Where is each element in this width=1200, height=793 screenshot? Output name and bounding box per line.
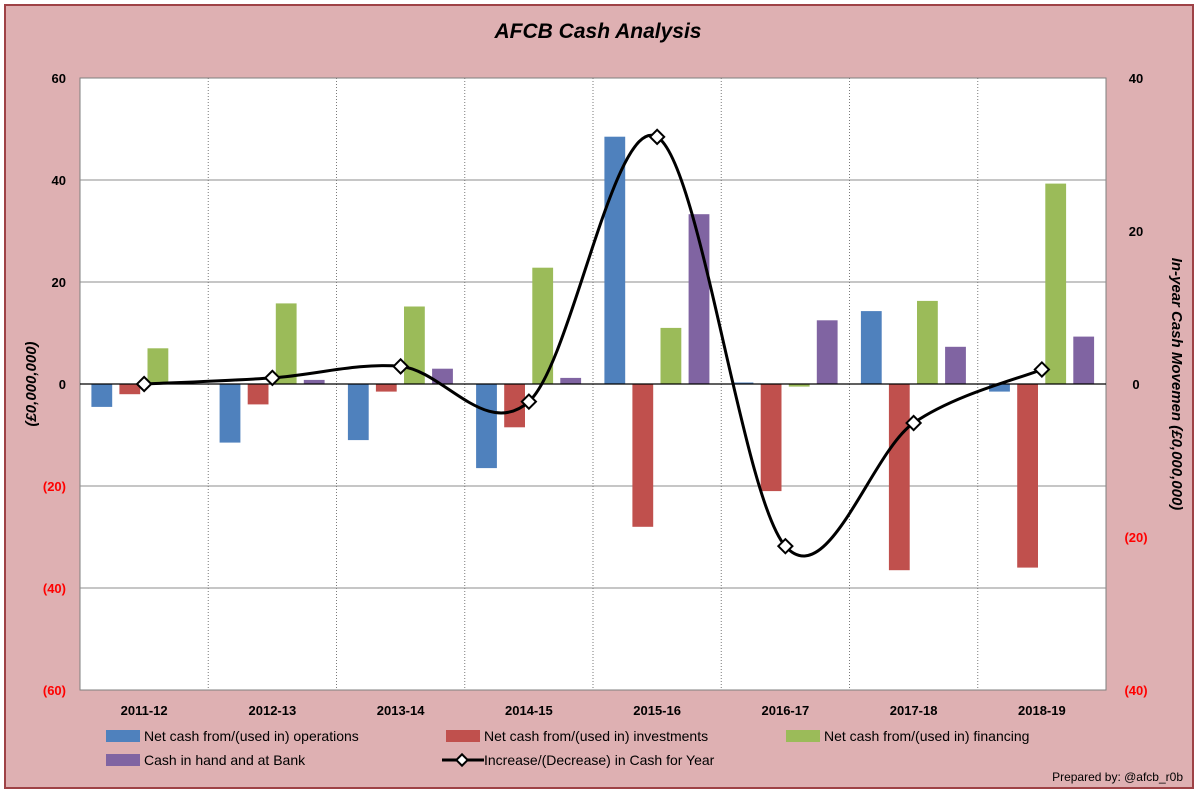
y2-tick-label: 0: [1132, 377, 1139, 392]
bars: [91, 136, 1095, 571]
bar-3-2016-17: [788, 384, 810, 387]
bar-1-2016-17: [732, 382, 754, 384]
bar-3-2014-15: [532, 267, 554, 384]
line-point-2011-12: [135, 375, 153, 393]
bar-4-2018-19: [1073, 336, 1095, 384]
category-label: 2018-19: [1018, 703, 1066, 718]
line-series: [135, 128, 1051, 558]
y2-axis-title: In-year Cash Movemen (£0,000,000): [1168, 258, 1185, 511]
legend-label: Net cash from/(used in) operations: [144, 728, 359, 744]
y2-tick-label: (40): [1124, 683, 1147, 698]
bar-4-2017-18: [945, 346, 966, 384]
y-tick-label: 60: [52, 71, 66, 86]
line-path: [144, 133, 1043, 558]
category-label: 2017-18: [890, 703, 938, 718]
y-tick-label: (40): [43, 581, 66, 596]
line-point-2013-14: [392, 357, 410, 375]
bar-1-2018-19: [989, 384, 1010, 392]
bar-3-2018-19: [1045, 183, 1067, 384]
bar-4-2014-15: [560, 377, 582, 384]
bar-3-2013-14: [404, 306, 425, 384]
legend-swatch: [106, 730, 140, 742]
bar-4-2016-17: [816, 320, 838, 385]
legend-label: Net cash from/(used in) investments: [484, 728, 708, 744]
bar-3-2011-12: [147, 348, 169, 384]
bar-2-2016-17: [760, 384, 782, 492]
line-point-2015-16: [648, 128, 666, 146]
y2-axis-ticks: 40 20 0 (20) (40): [1124, 71, 1147, 698]
bar-2-2013-14: [375, 384, 397, 392]
bar-1-2011-12: [91, 384, 113, 407]
line-point-2014-15: [520, 393, 538, 411]
legend-swatch: [446, 730, 480, 742]
line-point-2016-17: [776, 537, 794, 555]
bar-4-2012-13: [303, 379, 325, 384]
chart-title: AFCB Cash Analysis: [494, 20, 702, 43]
y-axis-ticks: 60 40 20 0 (20) (40) (60): [43, 71, 66, 698]
y-tick-label: 0: [59, 377, 66, 392]
legend-label: Net cash from/(used in) financing: [824, 728, 1029, 744]
bar-3-2017-18: [917, 300, 938, 384]
category-label: 2011-12: [121, 703, 168, 718]
bar-2-2012-13: [247, 384, 269, 405]
y-tick-label: (20): [43, 479, 66, 494]
category-label: 2014-15: [505, 703, 553, 718]
legend: Net cash from/(used in) operations Net ca…: [106, 728, 1029, 768]
category-label: 2013-14: [377, 703, 425, 718]
bar-2-2017-18: [888, 384, 910, 571]
y-tick-label: 20: [52, 275, 66, 290]
bar-1-2012-13: [219, 384, 241, 443]
credit-text: Prepared by: @afcb_r0b: [1052, 770, 1183, 784]
legend-swatch: [786, 730, 820, 742]
bar-3-2015-16: [660, 327, 682, 384]
bar-2-2015-16: [632, 384, 654, 527]
category-label: 2016-17: [762, 703, 810, 718]
legend-swatch: [106, 754, 140, 766]
y-tick-label: 40: [52, 173, 66, 188]
bar-1-2014-15: [476, 384, 497, 469]
bar-1-2015-16: [604, 136, 626, 384]
line-point-2017-18: [905, 414, 923, 432]
bar-2-2011-12: [119, 384, 141, 395]
y2-tick-label: 40: [1129, 71, 1143, 86]
y2-tick-label: 20: [1129, 224, 1143, 239]
bar-1-2013-14: [347, 384, 369, 441]
bar-2-2014-15: [504, 384, 525, 428]
line-point-2018-19: [1033, 360, 1051, 378]
bar-1-2017-18: [860, 311, 882, 384]
bar-3-2012-13: [275, 303, 297, 384]
category-labels: 2011-12 2012-13 2013-14 2014-15 2015-16 2016-…: [121, 703, 1066, 718]
line-point-2012-13: [263, 369, 281, 387]
y2-tick-label: (20): [1124, 530, 1147, 545]
category-label: 2015-16: [633, 703, 681, 718]
category-label: 2012-13: [249, 703, 297, 718]
legend-marker: [454, 752, 470, 768]
legend-label: Cash in hand and at Bank: [144, 752, 306, 768]
legend-label: Increase/(Decrease) in Cash for Year: [484, 752, 715, 768]
y-axis-title: (£0,000,000): [23, 341, 40, 426]
bar-2-2018-19: [1017, 384, 1038, 568]
y-tick-label: (60): [43, 683, 66, 698]
